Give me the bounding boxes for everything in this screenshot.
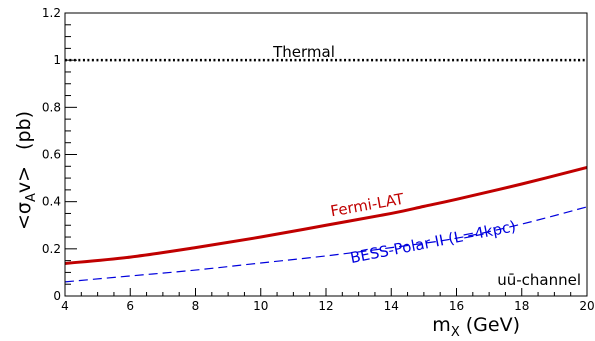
x-tick-label: 8: [192, 299, 200, 313]
annotation-thermal: Thermal: [272, 43, 335, 61]
y-tick-label: 0.6: [42, 148, 61, 162]
y-tick-label: 0.2: [42, 242, 61, 256]
x-tick-label: 6: [126, 299, 134, 313]
series-bess-polar-ii-l-4kpc: [64, 206, 588, 283]
series-layer: [64, 58, 588, 283]
plot-frame: [64, 12, 588, 297]
y-tick-label: 0.8: [42, 100, 61, 114]
annotation-bess-polar: BESS-Polar II (L=4kpc): [349, 217, 518, 267]
x-tick-label: 14: [384, 299, 399, 313]
series-fermi-lat: [64, 166, 588, 265]
x-tick-label: 16: [449, 299, 464, 313]
y-tick-label: 1: [53, 53, 61, 67]
y-tick-label: 0.4: [42, 195, 61, 209]
channel-label: uū-channel: [497, 271, 581, 289]
y-axis-label: <σAv>(pb): [13, 111, 39, 230]
x-axis-label: mX (GeV): [432, 314, 520, 337]
x-tick-label: 18: [514, 299, 529, 313]
x-tick-label: 20: [579, 299, 594, 313]
y-tick-label: 0: [53, 289, 61, 303]
annotation-fermi-lat: Fermi-LAT: [329, 190, 406, 221]
x-tick-label: 10: [253, 299, 268, 313]
y-tick-label: 1.2: [42, 6, 61, 20]
tick-layer: 4 6 8 10 12 14 16 18 20 0 0.2 0.4 0.6 0.8 1 1.2: [42, 6, 595, 313]
x-tick-label: 12: [318, 299, 333, 313]
x-tick-label: 4: [61, 299, 69, 313]
